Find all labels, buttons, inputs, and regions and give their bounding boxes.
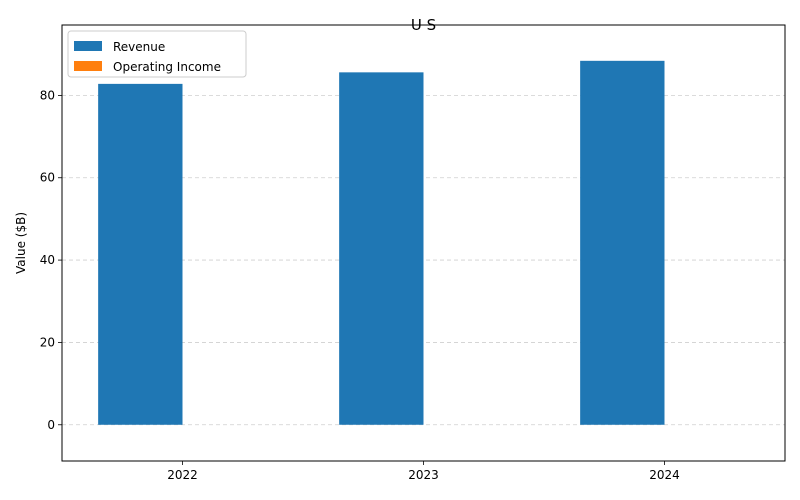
y-axis-ticks: 0 20 40 60 80	[40, 88, 62, 432]
y-tick-label-0: 0	[47, 418, 55, 432]
y-tick-label-4: 80	[40, 88, 55, 102]
x-tick-label-1: 2023	[408, 468, 439, 482]
plot-frame	[61, 24, 786, 462]
legend-label-1: Operating Income	[113, 60, 221, 74]
legend-label-0: Revenue	[113, 40, 165, 54]
bar-revenue-2024	[580, 60, 665, 425]
y-axis-label: Value ($B)	[14, 212, 28, 274]
legend-swatch-0	[74, 41, 102, 51]
legend: Revenue Operating Income	[67, 30, 247, 78]
y-tick-label-2: 40	[40, 253, 55, 267]
bars	[98, 60, 665, 425]
bar-revenue-2022	[98, 83, 183, 425]
x-axis-ticks: 2022 2023 2024	[167, 461, 680, 482]
legend-swatch-1	[74, 61, 102, 71]
x-tick-label-2: 2024	[649, 468, 680, 482]
y-tick-label-3: 60	[40, 171, 55, 185]
y-tick-label-1: 20	[40, 335, 55, 349]
bar-revenue-2023	[339, 72, 424, 425]
legend-box	[67, 30, 247, 78]
x-tick-label-0: 2022	[167, 468, 198, 482]
